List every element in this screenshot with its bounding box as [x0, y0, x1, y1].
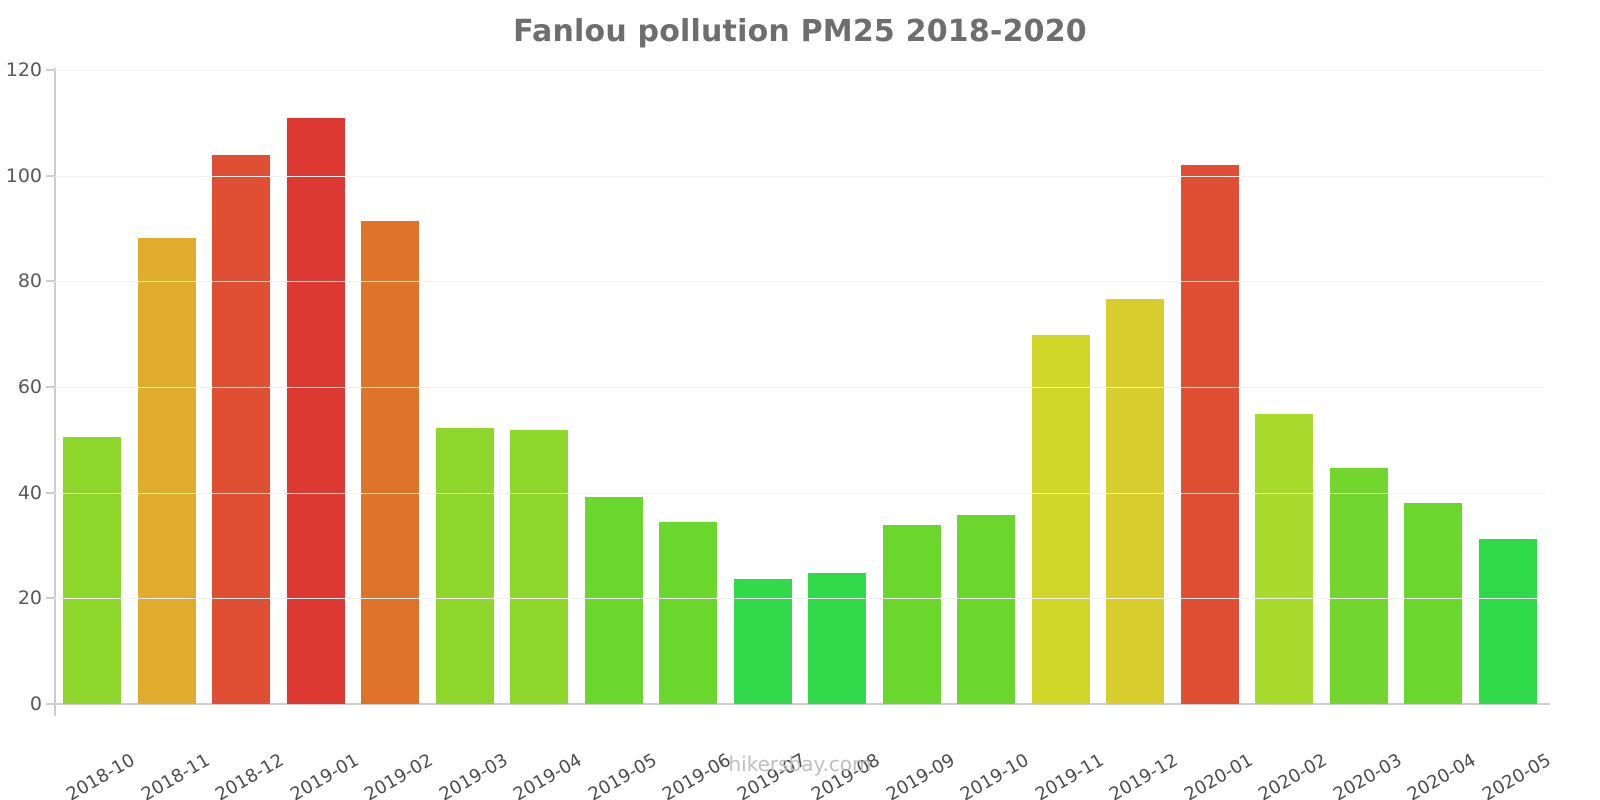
bar[interactable]: [1329, 468, 1388, 704]
bar[interactable]: [510, 430, 569, 704]
bar[interactable]: [584, 497, 643, 704]
bar[interactable]: [1255, 413, 1314, 704]
gridline: [55, 175, 1545, 177]
y-tick-mark: [46, 280, 55, 283]
bar[interactable]: [957, 514, 1016, 704]
y-tick-label: 60: [17, 376, 42, 398]
y-tick-label: 100: [5, 164, 42, 187]
bar[interactable]: [1404, 503, 1463, 704]
bar[interactable]: [1031, 335, 1090, 704]
y-tick-mark: [46, 597, 55, 600]
bar[interactable]: [435, 427, 494, 704]
bar[interactable]: [882, 524, 941, 704]
watermark: hikersbay.com: [728, 752, 872, 776]
bar[interactable]: [63, 437, 122, 704]
gridline: [55, 281, 1545, 283]
y-tick-label: 80: [17, 270, 42, 293]
gridline: [55, 387, 1545, 388]
bar[interactable]: [137, 238, 196, 704]
y-tick-mark: [46, 386, 55, 388]
bar[interactable]: [1180, 165, 1239, 704]
gridline: [55, 492, 1545, 494]
y-tick-mark: [46, 69, 55, 71]
bar[interactable]: [659, 521, 718, 704]
plot-area: [55, 70, 1545, 704]
gridline: [55, 70, 1545, 71]
bar[interactable]: [212, 154, 271, 704]
bar[interactable]: [361, 220, 420, 704]
bar[interactable]: [1106, 298, 1165, 704]
bar[interactable]: [286, 117, 345, 704]
y-tick-label: 20: [17, 587, 42, 610]
bar[interactable]: [808, 572, 867, 704]
y-tick-mark: [46, 174, 55, 177]
y-tick-mark: [46, 703, 55, 705]
x-axis-line: [46, 703, 1550, 705]
bar[interactable]: [733, 578, 792, 704]
y-tick-label: 40: [17, 481, 42, 504]
gridline: [55, 598, 1545, 600]
bar[interactable]: [1478, 538, 1537, 704]
y-tick-label: 0: [29, 693, 42, 715]
chart-title: Fanlou pollution PM25 2018-2020: [513, 14, 1087, 49]
y-axis-zero-tick: [54, 694, 56, 716]
bars-layer: [55, 70, 1545, 704]
y-tick-label: 120: [5, 59, 42, 81]
y-tick-mark: [46, 491, 55, 494]
